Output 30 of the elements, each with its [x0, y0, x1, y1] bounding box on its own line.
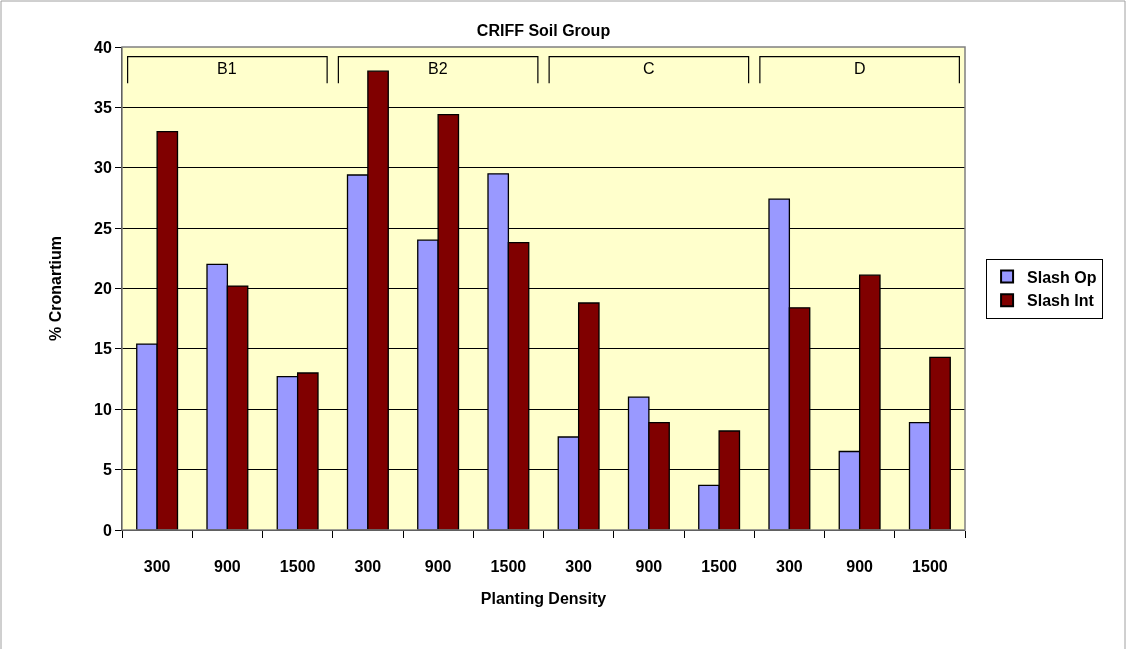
x-tick-label: 900	[635, 558, 663, 576]
x-tick-label: 1500	[701, 558, 738, 576]
annotation: C	[643, 60, 655, 77]
x-tick-label: 1500	[912, 558, 948, 576]
x-tick-label: 300	[143, 558, 171, 576]
y-tick-label: 5	[102, 461, 112, 479]
y-axis-title: % Cronartium	[46, 236, 64, 341]
x-tick-label: 900	[214, 558, 241, 576]
y-tick-label: 30	[94, 159, 112, 177]
x-tick-label: 300	[776, 558, 803, 576]
annotation: B1	[217, 60, 237, 77]
y-tick-label: 25	[94, 219, 112, 237]
annotation: D	[854, 60, 866, 77]
y-tick-label: 20	[94, 280, 112, 298]
y-tick-label: 0	[102, 521, 112, 539]
legend-label: Slash Int	[1027, 292, 1095, 310]
x-tick-label: 300	[354, 558, 382, 576]
chart-title: CRIFF Soil Group	[476, 21, 611, 39]
y-tick-label: 40	[94, 38, 112, 56]
x-tick-label: 1500	[279, 558, 316, 576]
y-tick-label: 15	[94, 340, 112, 358]
x-tick-label: 300	[565, 558, 593, 576]
x-tick-label: 1500	[490, 558, 527, 576]
annotation: B2	[428, 60, 448, 77]
x-tick-label: 900	[846, 558, 874, 576]
x-tick-label: 900	[424, 558, 452, 576]
y-tick-label: 10	[94, 400, 112, 418]
y-tick-label: 35	[94, 98, 112, 116]
x-axis-title: Planting Density	[480, 589, 607, 607]
legend-label: Slash Op	[1027, 268, 1097, 286]
